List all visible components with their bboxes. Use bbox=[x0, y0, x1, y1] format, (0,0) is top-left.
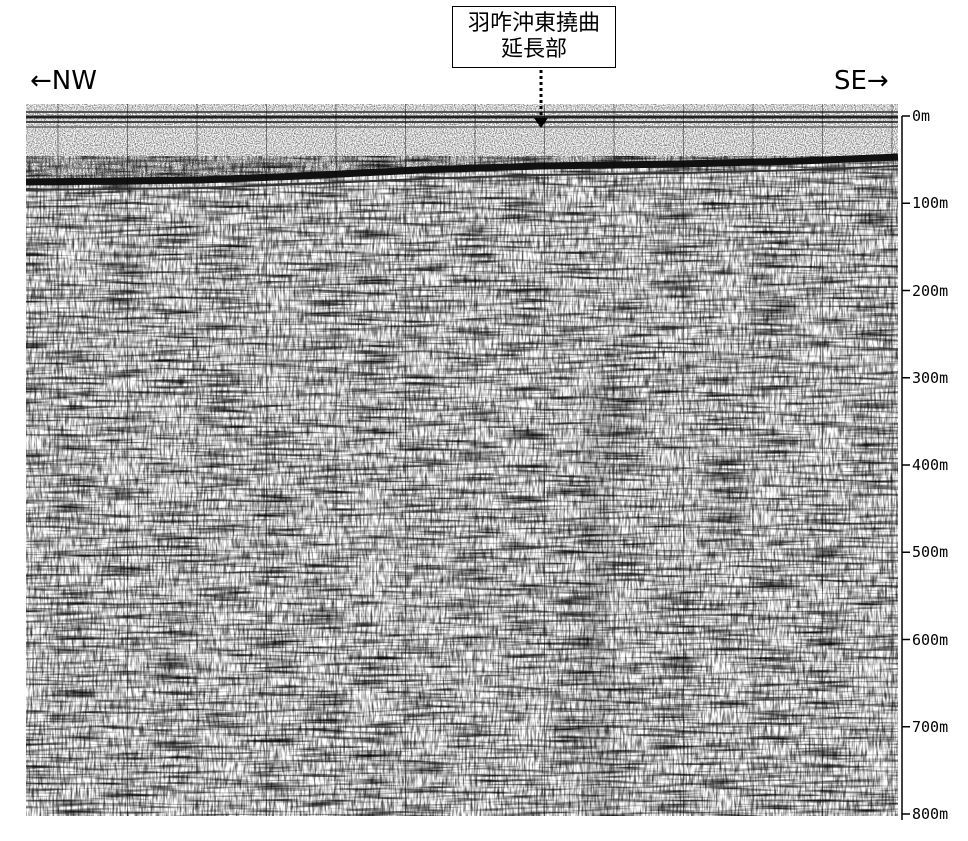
depth-tick-label: 800m bbox=[912, 805, 949, 823]
direction-label-northwest: ←NW bbox=[30, 66, 97, 96]
vertical-grid-lines bbox=[57, 104, 893, 816]
depth-tick-label: 600m bbox=[912, 630, 949, 649]
depth-tick-label: 100m bbox=[912, 194, 949, 213]
depth-tick-label: 500m bbox=[912, 543, 949, 562]
depth-tick-label: 200m bbox=[912, 281, 949, 300]
fold-extension-callout: 羽咋沖東撓曲 延長部 bbox=[452, 6, 616, 68]
seafloor-reflector bbox=[25, 153, 899, 186]
direction-label-southeast: SE→ bbox=[834, 66, 889, 96]
callout-line-1: 羽咋沖東撓曲 bbox=[467, 11, 600, 36]
depth-tick-label: 400m bbox=[912, 456, 949, 474]
callout-line-2: 延長部 bbox=[500, 37, 567, 62]
depth-tick-label: 300m bbox=[912, 368, 949, 387]
depth-tick-label: 0m bbox=[912, 107, 931, 125]
callout-arrow bbox=[534, 70, 548, 128]
depth-tick-label: 700m bbox=[912, 717, 949, 736]
horizontal-grid-lines bbox=[26, 202, 898, 728]
depth-axis bbox=[901, 115, 910, 820]
